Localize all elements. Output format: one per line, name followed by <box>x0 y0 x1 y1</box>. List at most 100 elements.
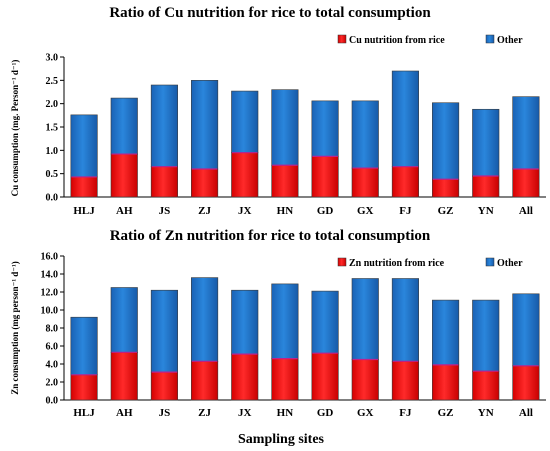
cu-bar-other-hlj <box>70 114 98 178</box>
cu-x-tick-label: YN <box>478 205 494 217</box>
zn-bar-other-hlj <box>70 316 98 376</box>
cu-y-tick-label: 0.5 <box>46 169 59 180</box>
x-axis-title: Sampling sites <box>238 432 325 447</box>
zn-chart-ylabel: Zn consumption (mg person⁻¹ d⁻¹) <box>10 261 20 394</box>
cu-x-tick-label: GX <box>357 205 374 217</box>
zn-chart: Ratio of Zn nutrition for rice to total … <box>10 228 546 419</box>
cu-x-tick-label: GZ <box>438 205 454 217</box>
cu-bar-rice-zj <box>191 168 219 198</box>
zn-x-tick-label: ZJ <box>198 407 211 419</box>
zn-bar-other-jx <box>231 289 259 355</box>
zn-y-tick-label: 16.0 <box>41 252 59 263</box>
cu-x-tick-label: HN <box>277 205 294 217</box>
zn-y-tick-label: 2.0 <box>46 378 59 389</box>
zn-x-tick-label: All <box>519 407 533 419</box>
cu-bar-other-jx <box>231 90 259 153</box>
cu-bar-other-zj <box>191 80 219 170</box>
zn-x-tick-label: AH <box>116 407 133 419</box>
cu-bar-other-gz <box>432 102 460 180</box>
zn-y-tick-label: 12.0 <box>41 288 59 299</box>
zn-x-tick-label: GX <box>357 407 374 419</box>
zn-bar-other-hn <box>271 283 299 359</box>
cu-bar-rice-all <box>512 168 540 198</box>
zn-y-tick-label: 14.0 <box>41 270 59 281</box>
zn-bar-rice-fj <box>391 360 419 401</box>
cu-bar-other-fj <box>391 70 419 167</box>
zn-bar-rice-zj <box>191 360 219 401</box>
cu-chart-ylabel: Cu consumption (mg. Person⁻¹ d⁻¹) <box>10 60 20 197</box>
cu-bar-other-all <box>512 96 540 170</box>
cu-chart-title: Ratio of Cu nutrition for rice to total … <box>109 5 431 21</box>
zn-bar-rice-hlj <box>70 374 98 401</box>
zn-chart-title: Ratio of Zn nutrition for rice to total … <box>110 228 431 244</box>
zn-chart-legend: Zn nutrition from rice Other <box>337 257 523 269</box>
cu-x-tick-label: HLJ <box>73 205 95 217</box>
cu-bar-other-js <box>150 84 178 167</box>
zn-y-tick-label: 6.0 <box>46 342 59 353</box>
zn-bar-other-gd <box>311 290 339 354</box>
cu-bar-other-yn <box>472 108 500 177</box>
zn-y-tick-label: 4.0 <box>46 360 59 371</box>
zn-bar-rice-ah <box>110 351 138 401</box>
zn-x-tick-label: HLJ <box>73 407 95 419</box>
zn-x-tick-label: GD <box>317 407 334 419</box>
cu-bar-other-hn <box>271 89 299 166</box>
zn-bar-rice-gd <box>311 352 339 401</box>
zn-legend-swatch-other <box>485 257 495 267</box>
cu-bar-rice-ah <box>110 153 138 198</box>
zn-legend-label-other: Other <box>497 258 523 269</box>
cu-bar-rice-gx <box>351 167 379 198</box>
cu-chart-legend: Cu nutrition from rice Other <box>337 34 523 46</box>
zn-legend-swatch-rice <box>337 257 347 267</box>
zn-bar-other-zj <box>191 277 219 362</box>
cu-bar-rice-hn <box>271 164 299 198</box>
zn-x-tick-label: JX <box>238 407 252 419</box>
zn-bar-rice-jx <box>231 353 259 401</box>
cu-y-tick-label: 2.5 <box>46 76 59 87</box>
cu-bar-rice-js <box>150 166 178 198</box>
zn-bar-other-gz <box>432 299 460 366</box>
cu-y-tick-label: 0.0 <box>46 193 59 204</box>
cu-legend-label-other: Other <box>497 35 523 46</box>
cu-y-tick-label: 1.5 <box>46 123 59 134</box>
zn-bar-rice-yn <box>472 370 500 401</box>
zn-bar-other-yn <box>472 299 500 372</box>
cu-y-tick-label: 3.0 <box>46 53 59 64</box>
zn-x-tick-label: FJ <box>399 407 412 419</box>
cu-x-tick-label: AH <box>116 205 133 217</box>
zn-bar-rice-hn <box>271 358 299 401</box>
zn-x-tick-label: YN <box>478 407 494 419</box>
zn-x-tick-label: GZ <box>438 407 454 419</box>
zn-y-tick-label: 10.0 <box>41 306 59 317</box>
zn-bar-other-ah <box>110 287 138 353</box>
cu-bar-rice-hlj <box>70 176 98 198</box>
cu-x-tick-label: All <box>519 205 533 217</box>
zn-bar-rice-all <box>512 365 540 401</box>
zn-bar-rice-gz <box>432 364 460 401</box>
zn-bar-rice-gx <box>351 359 379 401</box>
cu-y-tick-label: 2.0 <box>46 99 59 110</box>
cu-x-tick-label: JS <box>159 205 171 217</box>
cu-bar-other-gd <box>311 100 339 157</box>
cu-chart: Ratio of Cu nutrition for rice to total … <box>10 5 546 217</box>
zn-y-tick-label: 8.0 <box>46 324 59 335</box>
zn-bar-rice-js <box>150 371 178 401</box>
zn-bar-other-fj <box>391 278 419 362</box>
zn-y-tick-label: 0.0 <box>46 396 59 407</box>
cu-legend-label-rice: Cu nutrition from rice <box>349 35 445 46</box>
cu-legend-swatch-rice <box>337 34 347 44</box>
zn-x-tick-label: JS <box>159 407 171 419</box>
cu-bar-other-ah <box>110 97 138 155</box>
cu-bar-rice-gz <box>432 178 460 198</box>
cu-bar-rice-fj <box>391 166 419 198</box>
zn-bar-other-gx <box>351 278 379 360</box>
cu-x-tick-label: ZJ <box>198 205 211 217</box>
zn-bar-other-js <box>150 289 178 373</box>
cu-bar-rice-gd <box>311 156 339 198</box>
cu-x-tick-label: JX <box>238 205 252 217</box>
cu-bar-rice-jx <box>231 152 259 198</box>
zn-bar-other-all <box>512 293 540 367</box>
zn-x-tick-label: HN <box>277 407 294 419</box>
cu-x-tick-label: FJ <box>399 205 412 217</box>
